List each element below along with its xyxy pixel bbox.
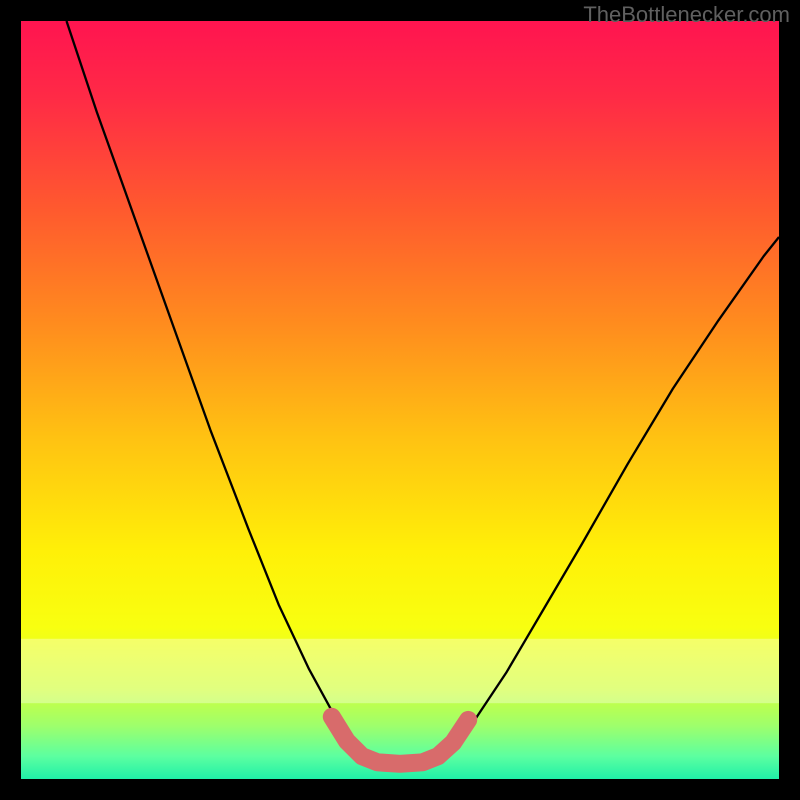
watermark-text: TheBottlenecker.com <box>583 2 790 28</box>
optimal-band <box>21 639 779 703</box>
bottleneck-chart <box>0 0 800 800</box>
